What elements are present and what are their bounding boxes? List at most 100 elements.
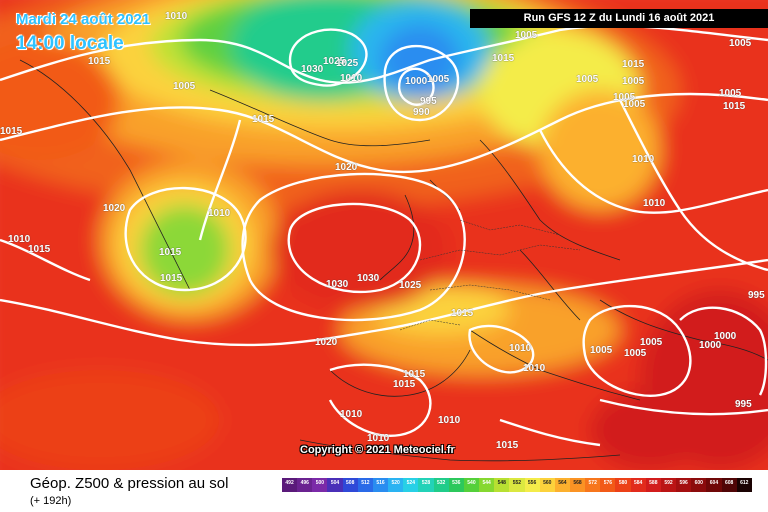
color-scale-label: 548 <box>497 480 506 486</box>
geopotential-map <box>0 0 768 470</box>
isobar-label: 1015 <box>0 126 23 137</box>
color-scale-swatch: 556 <box>524 478 540 492</box>
isobar-label: 1010 <box>438 415 461 426</box>
isobar-label: 1005 <box>427 74 450 85</box>
isobar-label: 995 <box>748 290 765 301</box>
isobar-label: 995 <box>735 399 752 410</box>
model-run-label: Run GFS 12 Z du Lundi 16 août 2021 <box>470 9 768 28</box>
color-scale-label: 596 <box>679 480 688 486</box>
isobar-label: 1015 <box>252 114 275 125</box>
isobar-label: 1015 <box>160 273 183 284</box>
isobar-label: 1025 <box>336 58 359 69</box>
color-scale-swatch: 512 <box>357 478 373 492</box>
color-scale-label: 608 <box>724 480 734 486</box>
isobar-label: 1010 <box>632 154 655 165</box>
borders <box>399 219 581 331</box>
color-scale-label: 604 <box>709 480 719 486</box>
isobar-label: 1010 <box>8 234 31 245</box>
isobar-label: 1010 <box>643 198 666 209</box>
forecast-lead-time: (+ 192h) <box>30 495 72 507</box>
color-scale-swatch: 604 <box>706 478 722 492</box>
color-scale-label: 576 <box>603 480 613 486</box>
isobar-label: 1015 <box>88 56 111 67</box>
color-scale-swatch: 528 <box>418 478 434 492</box>
color-scale-swatch: 564 <box>554 478 570 492</box>
isobar-label: 1030 <box>326 279 349 290</box>
color-scale-label: 612 <box>740 480 749 486</box>
isobar-label: 1005 <box>622 76 645 87</box>
color-scale-label: 520 <box>391 480 400 486</box>
isobar-label: 1005 <box>729 38 752 49</box>
copyright-notice: Copyright © 2021 Meteociel.fr <box>300 444 455 456</box>
color-scale-swatch: 588 <box>645 478 661 492</box>
isobar-label: 1005 <box>576 74 599 85</box>
color-scale-swatch: 612 <box>736 478 752 492</box>
isobar-label: 1030 <box>301 64 324 75</box>
color-scale-swatch: 520 <box>388 478 404 492</box>
color-scale-swatch: 540 <box>463 478 480 492</box>
isobar-label: 1015 <box>28 244 51 255</box>
color-scale-swatch: 576 <box>600 478 616 492</box>
color-scale-swatch: 548 <box>494 478 510 492</box>
color-scale-label: 496 <box>300 480 309 486</box>
isobar-label: 1010 <box>367 433 390 444</box>
isobar-label: 1005 <box>640 337 663 348</box>
isobar-label: 1020 <box>315 337 338 348</box>
color-scale-label: 540 <box>467 480 476 486</box>
isobar-label: 1010 <box>509 343 532 354</box>
color-scale-swatch: 536 <box>448 478 464 492</box>
color-scale-swatch: 500 <box>312 478 328 492</box>
color-scale-swatch: 544 <box>479 478 495 492</box>
forecast-date: Mardi 24 août 2021 <box>16 11 151 28</box>
isobar-label: 1015 <box>403 369 426 380</box>
color-scale-label: 556 <box>527 480 537 486</box>
isobar-label: 1005 <box>613 92 636 103</box>
isobar-label: 1000 <box>714 331 737 342</box>
color-scale-label: 524 <box>406 480 415 486</box>
color-scale: 492 496 500 504 508 512 516 520 524 528 532 536 540 5… <box>282 478 752 492</box>
color-scale-swatch: 504 <box>327 478 343 492</box>
color-scale-label: 572 <box>588 480 597 486</box>
isobar-label: 1010 <box>340 409 363 420</box>
isobar-label: 1020 <box>103 203 126 214</box>
color-scale-swatch: 552 <box>509 478 525 492</box>
isobar-label: 1015 <box>622 59 645 70</box>
color-scale-swatch: 572 <box>585 478 601 492</box>
isobar-label: 1015 <box>492 53 515 64</box>
color-scale-label: 564 <box>558 480 567 486</box>
color-scale-swatch: 580 <box>615 478 631 492</box>
coastlines <box>19 59 768 462</box>
color-scale-swatch: 568 <box>569 478 586 492</box>
color-scale-swatch: 492 <box>282 478 298 492</box>
isobar-label: 1025 <box>323 56 346 67</box>
color-scale-swatch: 592 <box>660 478 677 492</box>
color-scale-swatch: 532 <box>433 478 449 492</box>
isobar-label: 1005 <box>623 99 646 110</box>
color-scale-label: 500 <box>315 480 325 486</box>
parameter-title: Géop. Z500 & pression au sol <box>30 475 229 492</box>
isobar-label: 1000 <box>699 340 722 351</box>
isobar-label: 1015 <box>159 247 182 258</box>
isobar-label: 1010 <box>165 11 188 22</box>
color-scale-swatch: 600 <box>691 478 707 492</box>
isobar-label: 1015 <box>451 308 474 319</box>
isobar-label: 1005 <box>590 345 613 356</box>
color-scale-label: 536 <box>452 480 461 486</box>
color-scale-swatch: 516 <box>372 478 389 492</box>
color-scale-swatch: 560 <box>539 478 555 492</box>
color-scale-label: 512 <box>361 480 370 486</box>
color-scale-swatch: 596 <box>676 478 692 492</box>
color-scale-label: 584 <box>634 480 643 486</box>
isobar-label: 1015 <box>496 440 519 451</box>
isobar-label: 1005 <box>515 30 538 41</box>
isobar-label: 1005 <box>173 81 196 92</box>
color-scale-label: 600 <box>694 480 703 486</box>
forecast-time: 14:00 locale <box>16 33 124 54</box>
color-scale-swatch: 524 <box>403 478 419 492</box>
color-scale-label: 568 <box>573 480 582 486</box>
isobar-label: 1005 <box>624 348 647 359</box>
isobar-label: 1000 <box>405 76 428 87</box>
color-scale-swatch: 584 <box>630 478 646 492</box>
color-scale-label: 544 <box>482 480 491 486</box>
